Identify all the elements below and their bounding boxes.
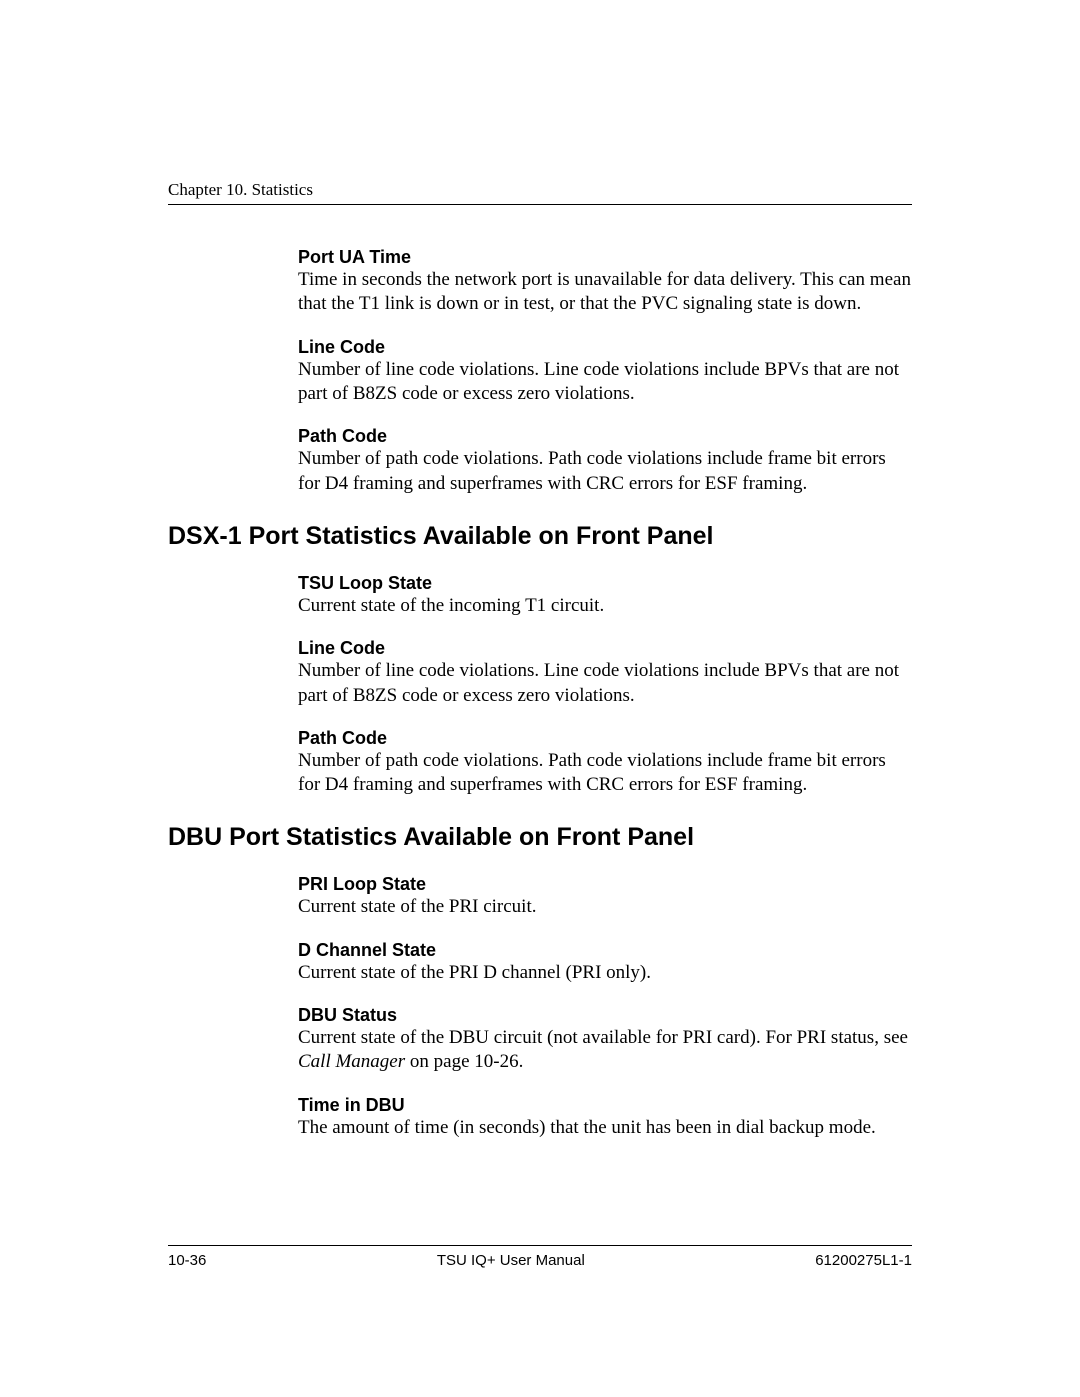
term-heading: DBU Status	[298, 1005, 912, 1026]
term-heading: Line Code	[298, 638, 912, 659]
term-heading: TSU Loop State	[298, 573, 912, 594]
definition-block: Port UA Time Time in seconds the network…	[298, 247, 912, 317]
term-body: Number of path code violations. Path cod…	[298, 447, 912, 496]
term-heading: PRI Loop State	[298, 874, 912, 895]
term-body: Current state of the DBU circuit (not av…	[298, 1026, 912, 1075]
section-heading: DBU Port Statistics Available on Front P…	[168, 823, 912, 852]
term-heading: Port UA Time	[298, 247, 912, 268]
term-body: Current state of the PRI D channel (PRI …	[298, 961, 912, 985]
term-body: Number of line code violations. Line cod…	[298, 659, 912, 708]
footer-page-number: 10-36	[168, 1252, 206, 1269]
definition-block: Path Code Number of path code violations…	[298, 426, 912, 496]
definition-block: TSU Loop State Current state of the inco…	[298, 573, 912, 618]
definition-block: Line Code Number of line code violations…	[298, 638, 912, 708]
definition-block: DBU Status Current state of the DBU circ…	[298, 1005, 912, 1075]
chapter-label: Chapter 10. Statistics	[168, 180, 313, 199]
term-body: Current state of the PRI circuit.	[298, 895, 912, 919]
term-heading: Path Code	[298, 728, 912, 749]
term-body: Number of path code violations. Path cod…	[298, 749, 912, 798]
definition-block: Time in DBU The amount of time (in secon…	[298, 1095, 912, 1140]
term-body: The amount of time (in seconds) that the…	[298, 1116, 912, 1140]
definition-block: PRI Loop State Current state of the PRI …	[298, 874, 912, 919]
term-body: Time in seconds the network port is unav…	[298, 268, 912, 317]
term-body: Current state of the incoming T1 circuit…	[298, 594, 912, 618]
footer-doc-number: 61200275L1-1	[815, 1252, 912, 1269]
definition-block: Path Code Number of path code violations…	[298, 728, 912, 798]
document-page: Chapter 10. Statistics Port UA Time Time…	[0, 0, 1080, 1397]
term-body: Number of line code violations. Line cod…	[298, 358, 912, 407]
section-heading: DSX-1 Port Statistics Available on Front…	[168, 522, 912, 551]
term-heading: Path Code	[298, 426, 912, 447]
term-heading: Time in DBU	[298, 1095, 912, 1116]
page-footer: 10-36 TSU IQ+ User Manual 61200275L1-1	[168, 1245, 912, 1269]
term-body-italic: Call Manager	[298, 1051, 405, 1072]
term-body-text: on page 10-26.	[405, 1051, 523, 1072]
term-heading: Line Code	[298, 337, 912, 358]
footer-center: TSU IQ+ User Manual	[437, 1252, 585, 1269]
term-heading: D Channel State	[298, 940, 912, 961]
page-header: Chapter 10. Statistics	[168, 180, 912, 205]
definition-block: D Channel State Current state of the PRI…	[298, 940, 912, 985]
definition-block: Line Code Number of line code violations…	[298, 337, 912, 407]
term-body-text: Current state of the DBU circuit (not av…	[298, 1027, 908, 1048]
